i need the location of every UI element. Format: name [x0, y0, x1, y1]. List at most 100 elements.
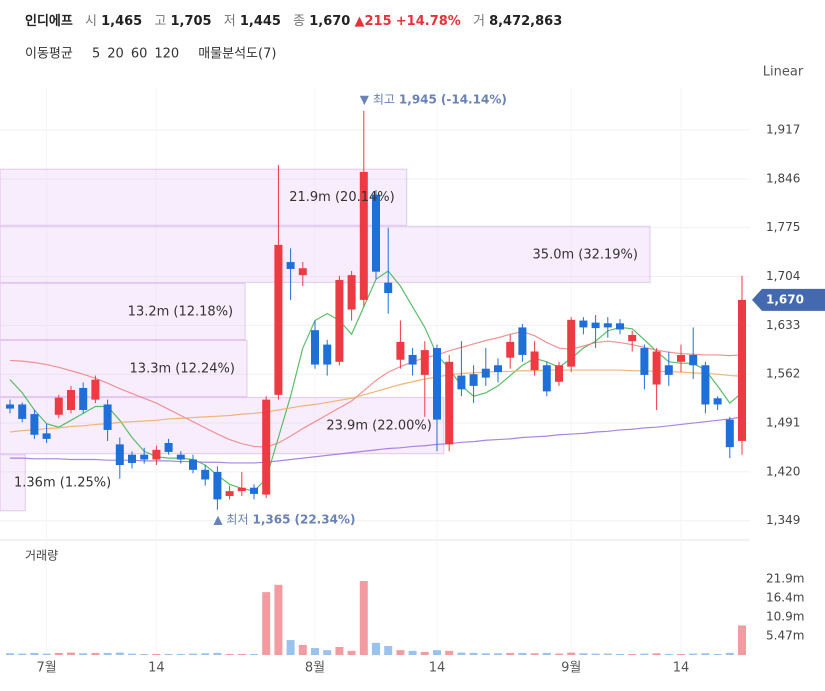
- x-tick-label: 14: [673, 661, 690, 676]
- annotation-value: 1,365: [253, 512, 291, 526]
- candle-body: [677, 354, 685, 362]
- annotation-text: ▼ 최고: [360, 92, 395, 106]
- candle-body: [176, 454, 185, 460]
- scale-mode[interactable]: Linear: [763, 65, 804, 80]
- volume-bar: [237, 653, 246, 655]
- candle-body: [67, 390, 75, 410]
- volume-bar: [91, 652, 100, 655]
- volume-profile-band: [0, 397, 445, 455]
- volume-tick-label: 21.9m: [766, 571, 804, 585]
- candle-body: [713, 398, 722, 405]
- extreme-annotation: ▲ 최저 1,365 (22.34%): [213, 512, 355, 526]
- candle-body: [298, 268, 307, 276]
- volume-tick-label: 16.4m: [766, 591, 804, 605]
- volume-bar: [79, 653, 88, 655]
- volume-bar: [164, 653, 173, 655]
- ma-legend-item: 5: [92, 47, 100, 62]
- volume-bar: [664, 653, 673, 655]
- volume-bar: [713, 653, 722, 655]
- candle-body: [445, 361, 454, 445]
- candle-body: [359, 171, 368, 300]
- y-tick-label: 1,633: [766, 318, 800, 332]
- volume-bar: [603, 653, 612, 655]
- candle-body: [433, 348, 441, 420]
- x-tick-label: 14: [429, 661, 446, 676]
- open-label: 시: [84, 14, 97, 29]
- candle-body: [408, 354, 417, 365]
- annotation-value: 1,945: [399, 92, 437, 106]
- candle-body: [250, 487, 258, 494]
- candle-body: [372, 194, 380, 272]
- volume-tick-label: 10.9m: [766, 610, 804, 624]
- volume-bar: [250, 653, 258, 655]
- candle-body: [469, 374, 478, 386]
- volume-bar: [567, 652, 576, 655]
- candle-body: [457, 375, 466, 390]
- candle-body: [103, 404, 112, 430]
- volume-profile-band: [0, 225, 651, 283]
- annotation-change: (-14.14%): [441, 92, 507, 106]
- volume-bar: [542, 652, 551, 655]
- candle-body: [189, 459, 197, 470]
- ma-legend-label: 이동평균: [25, 47, 73, 62]
- change-pct: +14.78%: [395, 14, 461, 29]
- x-tick-label: 7월: [36, 661, 56, 676]
- volume-bar: [396, 650, 405, 655]
- volume-bar: [140, 653, 149, 655]
- volume-bar: [128, 653, 136, 655]
- volume-bar: [225, 653, 234, 655]
- volume-bar: [274, 584, 283, 655]
- volume-profile-label: 13.2m (12.18%): [128, 304, 233, 319]
- volume-bar: [201, 653, 210, 655]
- candle-body: [640, 348, 649, 375]
- x-tick-label: 8월: [305, 661, 325, 676]
- candle-body: [213, 471, 222, 500]
- volume-profile-band: [0, 282, 246, 340]
- volume-total: 8,472,863: [489, 14, 563, 29]
- volume-bar: [347, 650, 356, 655]
- candle-body: [481, 368, 490, 378]
- candle-body: [323, 344, 332, 365]
- low-price: 1,445: [239, 14, 281, 29]
- candle-body: [518, 327, 527, 355]
- volume-bar: [494, 653, 502, 655]
- open-price: 1,465: [101, 14, 143, 29]
- ma-legend-item: 20: [107, 47, 124, 62]
- candle-body: [506, 341, 515, 358]
- ma-legend-item: 60: [131, 47, 148, 62]
- candle-body: [237, 487, 246, 492]
- volume-profile-band: [0, 339, 248, 398]
- candle-body: [140, 454, 149, 460]
- y-tick-label: 1,491: [766, 416, 800, 430]
- volume-bar: [30, 652, 39, 655]
- candle-body: [30, 414, 39, 435]
- volume-bar: [176, 653, 185, 655]
- candle-body: [164, 442, 173, 452]
- volume-label: 거: [472, 14, 485, 29]
- volume-bar: [189, 653, 197, 655]
- low-label: 저: [223, 14, 236, 29]
- volume-title: 거래량: [25, 549, 58, 563]
- volume-bar: [738, 625, 746, 655]
- close-price: 1,670: [309, 14, 351, 29]
- volume-bar: [469, 652, 478, 655]
- candle-body: [335, 279, 344, 362]
- volume-bar: [408, 650, 417, 655]
- volume-bar: [579, 653, 588, 655]
- volume-bar: [420, 651, 429, 655]
- volume-bar: [591, 653, 600, 655]
- high-price: 1,705: [170, 14, 212, 29]
- volume-bar: [445, 650, 454, 655]
- candle-body: [286, 262, 295, 269]
- volume-bar: [518, 652, 527, 655]
- candle-body: [701, 365, 710, 405]
- y-tick-label: 1,349: [766, 513, 800, 527]
- volume-profile-label: 1.36m (1.25%): [14, 476, 111, 491]
- volume-bar: [677, 653, 685, 655]
- candle-body: [689, 354, 698, 366]
- volume-bar: [433, 650, 441, 655]
- candle-body: [128, 454, 136, 463]
- candle-body: [420, 350, 429, 375]
